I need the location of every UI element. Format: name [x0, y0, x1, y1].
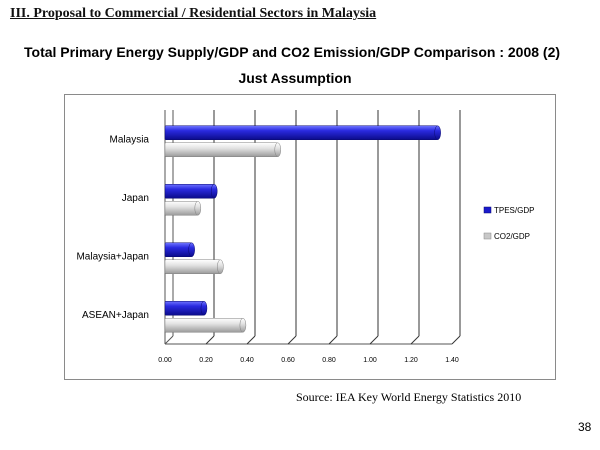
bar-co2-gdp-asean-japan: [164, 318, 244, 333]
x-tick-label: 0.40: [240, 357, 254, 364]
x-tick-label: 0.00: [158, 357, 172, 364]
bar-cap-co2-gdp-japan: [194, 201, 202, 216]
bar-tpes-gdp-asean-japan: [164, 301, 205, 316]
category-label-malaysia-japan: Malaysia+Japan: [76, 251, 149, 262]
bar-tpes-gdp-malaysia: [164, 125, 438, 140]
legend-label-tpes-gdp: TPES/GDP: [494, 206, 534, 215]
page-number: 38: [578, 420, 592, 434]
bar-tpes-gdp-malaysia-japan: [164, 242, 192, 257]
axis-floor-edge: [164, 335, 174, 345]
gridline-floor: [246, 335, 256, 345]
legend-swatch-co2-gdp: [483, 232, 492, 240]
chart-subtitle: Just Assumption: [238, 70, 352, 86]
bar-co2-gdp-malaysia-japan: [164, 259, 221, 274]
legend-swatch-tpes-gdp: [483, 206, 492, 214]
x-tick-label: 1.20: [404, 357, 418, 364]
legend-label-co2-gdp: CO2/GDP: [494, 232, 530, 241]
bar-co2-gdp-malaysia: [164, 142, 278, 157]
x-tick-label: 0.20: [199, 357, 213, 364]
gridline-floor: [328, 335, 338, 345]
gridline-floor: [287, 335, 297, 345]
gridline-floor: [205, 335, 215, 345]
x-tick-label: 1.40: [445, 357, 459, 364]
chart-frame: [64, 94, 556, 380]
x-tick-label: 0.80: [322, 357, 336, 364]
category-label-japan: Japan: [122, 193, 149, 204]
x-tick-label: 1.00: [363, 357, 377, 364]
category-label-asean-japan: ASEAN+Japan: [82, 310, 149, 321]
bar-cap-tpes-gdp-japan: [210, 184, 218, 199]
chart-title: Total Primary Energy Supply/GDP and CO2 …: [24, 44, 561, 60]
category-label-malaysia: Malaysia: [110, 134, 150, 145]
bar-tpes-gdp-japan: [164, 184, 215, 199]
bar-cap-co2-gdp-malaysia: [274, 142, 281, 157]
section-heading: III. Proposal to Commercial / Residentia…: [10, 6, 377, 21]
source-note: Source: IEA Key World Energy Statistics …: [296, 390, 522, 404]
gridline-floor: [369, 335, 379, 345]
x-tick-label: 0.60: [281, 357, 295, 364]
bar-cap-tpes-gdp-asean-japan: [200, 301, 208, 316]
bar-co2-gdp-japan: [164, 201, 199, 216]
bar-cap-tpes-gdp-malaysia-japan: [188, 242, 195, 257]
bar-cap-co2-gdp-malaysia-japan: [217, 259, 224, 274]
bar-cap-co2-gdp-asean-japan: [239, 318, 247, 333]
gridline-floor: [451, 335, 461, 345]
gridline-floor: [410, 335, 420, 345]
bar-cap-tpes-gdp-malaysia: [434, 125, 441, 140]
